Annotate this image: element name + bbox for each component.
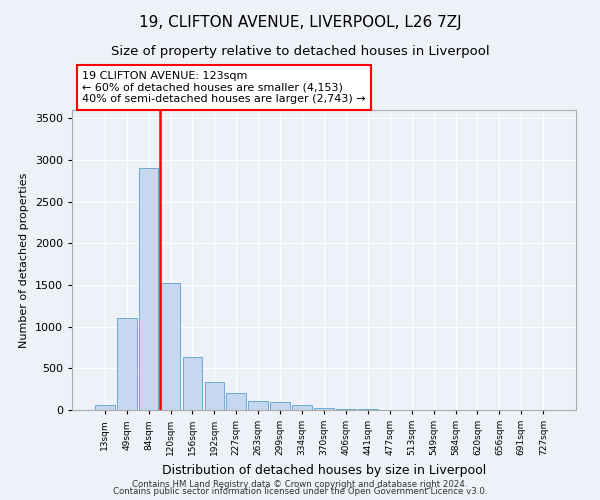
Bar bbox=[336, 409, 356, 410]
Bar bbox=[248, 401, 268, 410]
Bar bbox=[270, 402, 290, 410]
Bar bbox=[226, 394, 246, 410]
Bar bbox=[182, 356, 202, 410]
Text: Contains HM Land Registry data © Crown copyright and database right 2024.: Contains HM Land Registry data © Crown c… bbox=[132, 480, 468, 489]
Text: 19, CLIFTON AVENUE, LIVERPOOL, L26 7ZJ: 19, CLIFTON AVENUE, LIVERPOOL, L26 7ZJ bbox=[139, 15, 461, 30]
Bar bbox=[292, 406, 312, 410]
Bar bbox=[117, 318, 137, 410]
Bar bbox=[205, 382, 224, 410]
Text: Size of property relative to detached houses in Liverpool: Size of property relative to detached ho… bbox=[110, 45, 490, 58]
Text: Contains public sector information licensed under the Open Government Licence v3: Contains public sector information licen… bbox=[113, 488, 487, 496]
Bar bbox=[314, 408, 334, 410]
Bar bbox=[161, 284, 181, 410]
X-axis label: Distribution of detached houses by size in Liverpool: Distribution of detached houses by size … bbox=[162, 464, 486, 476]
Text: 19 CLIFTON AVENUE: 123sqm
← 60% of detached houses are smaller (4,153)
40% of se: 19 CLIFTON AVENUE: 123sqm ← 60% of detac… bbox=[82, 71, 366, 104]
Bar bbox=[139, 168, 158, 410]
Bar bbox=[95, 406, 115, 410]
Y-axis label: Number of detached properties: Number of detached properties bbox=[19, 172, 29, 348]
